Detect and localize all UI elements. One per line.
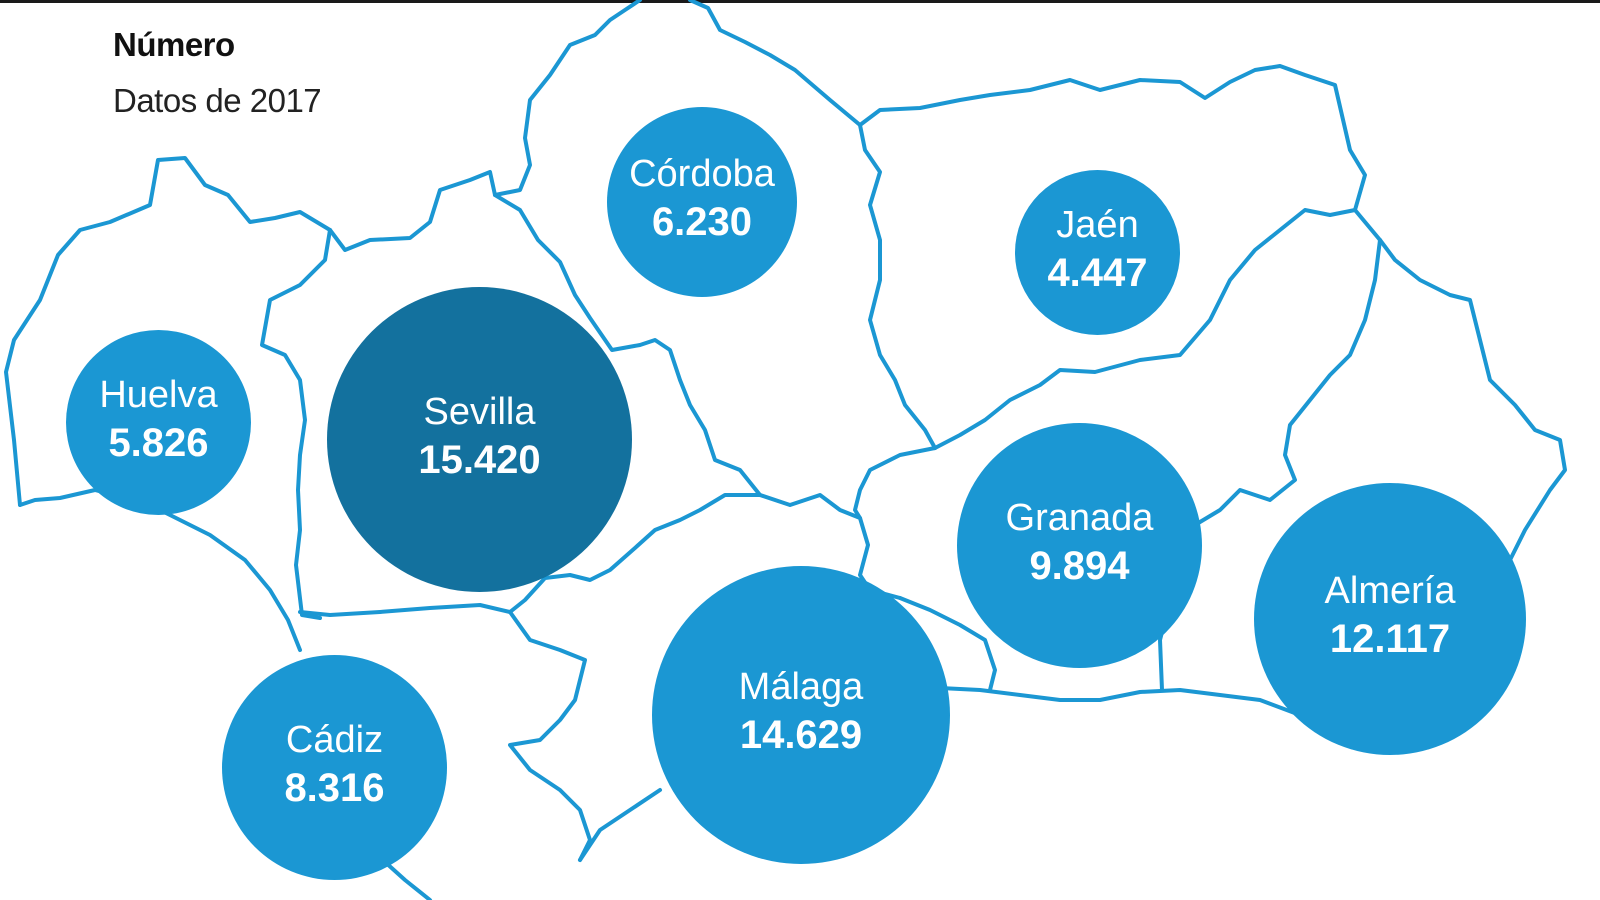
bubble-huelva-name: Huelva xyxy=(99,373,218,416)
bubble-cordoba: Córdoba 6.230 xyxy=(607,107,797,297)
bubble-cadiz: Cádiz 8.316 xyxy=(222,655,447,880)
title: Número xyxy=(113,26,235,63)
bubble-sevilla-value: 15.420 xyxy=(418,437,541,482)
subtitle: Datos de 2017 xyxy=(113,82,322,119)
bubble-cordoba-name: Córdoba xyxy=(629,153,775,195)
bubble-cordoba-value: 6.230 xyxy=(651,200,753,244)
bubble-jaen: Jaén 4.447 xyxy=(1015,170,1180,335)
bubble-almeria-name: Almería xyxy=(1324,570,1456,612)
border-jaen-granada xyxy=(933,208,1357,450)
bubble-almeria: Almería 12.117 xyxy=(1254,483,1526,755)
bubble-jaen-value: 4.447 xyxy=(1047,250,1148,295)
bubble-malaga-value: 14.629 xyxy=(739,713,863,757)
border-huelva-sevilla xyxy=(260,228,332,620)
border-cordoba-jaen xyxy=(858,123,937,450)
bubble-granada: Granada 9.894 xyxy=(957,423,1202,668)
bubble-sevilla: Sevilla 15.420 xyxy=(327,287,632,592)
bubble-huelva: Huelva 5.826 xyxy=(66,330,251,515)
top-rule xyxy=(0,0,1600,3)
bubble-granada-value: 9.894 xyxy=(1029,543,1130,588)
border-south-coast-2 xyxy=(578,788,662,862)
border-malaga-granada xyxy=(898,596,997,692)
bubble-sevilla-name: Sevilla xyxy=(423,390,536,433)
border-outline-north xyxy=(4,0,642,507)
bubble-granada-name: Granada xyxy=(1005,496,1154,539)
bubble-cadiz-value: 8.316 xyxy=(284,765,385,810)
border-sevilla-cordoba xyxy=(493,193,762,497)
bubble-jaen-name: Jaén xyxy=(1056,203,1139,246)
border-granada-west xyxy=(853,446,937,520)
bubble-malaga-name: Málaga xyxy=(738,666,864,708)
bubble-huelva-value: 5.826 xyxy=(108,420,209,465)
bubble-malaga: Málaga 14.629 xyxy=(652,566,950,864)
bubble-cadiz-name: Cádiz xyxy=(285,718,384,761)
border-malaga-cadiz xyxy=(508,610,592,862)
border-sevilla-cadiz xyxy=(298,493,762,617)
bubble-almeria-value: 12.117 xyxy=(1329,617,1451,661)
border-outline-north-2 xyxy=(688,0,1567,737)
